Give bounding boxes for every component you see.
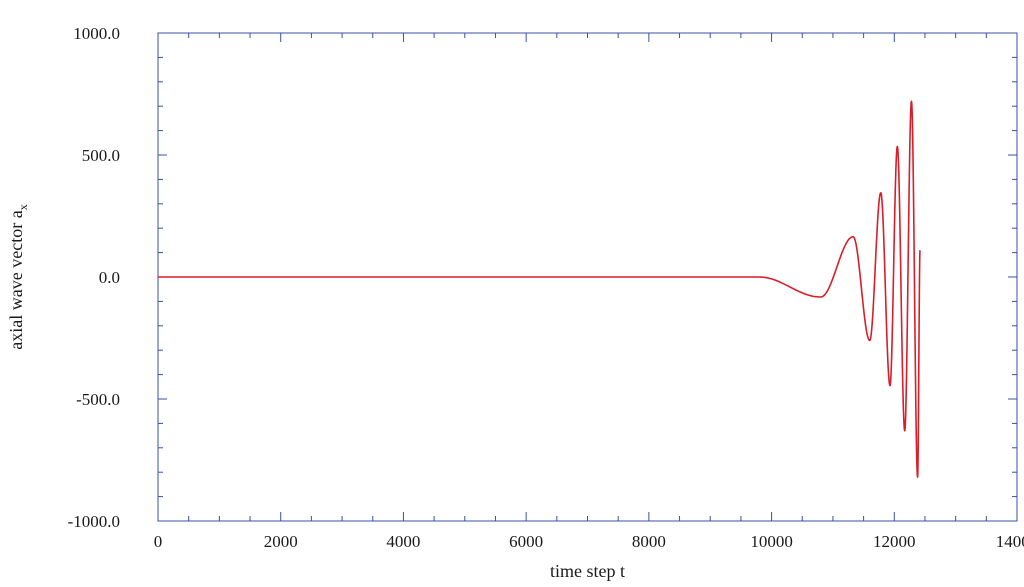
y-tick-label: 1000.0	[73, 24, 120, 43]
tick-marks	[157, 32, 1018, 522]
x-axis-title: time step t	[550, 561, 625, 581]
x-tick-label: 8000	[632, 532, 666, 551]
x-tick-label: 2000	[264, 532, 298, 551]
y-axis-title-subscript: x	[16, 204, 30, 210]
series-line	[158, 100, 921, 478]
x-tick-label: 10000	[750, 532, 793, 551]
y-tick-label: -1000.0	[68, 512, 120, 531]
x-tick-label: 12000	[873, 532, 916, 551]
x-tick-label: 14000	[996, 532, 1024, 551]
y-tick-labels: 1000.0 500.0 0.0 -500.0 -1000.0	[68, 24, 120, 531]
x-tick-label: 6000	[509, 532, 543, 551]
y-tick-label: -500.0	[76, 390, 120, 409]
y-axis-title: axial wave vector ax	[6, 204, 30, 349]
x-tick-label: 4000	[386, 532, 420, 551]
y-tick-label: 500.0	[82, 146, 120, 165]
x-tick-labels: 0 2000 4000 6000 8000 10000 12000 14000	[154, 532, 1024, 551]
x-tick-label: 0	[154, 532, 163, 551]
y-axis-title-main: axial wave vector a	[6, 210, 26, 349]
y-tick-label: 0.0	[99, 268, 120, 287]
